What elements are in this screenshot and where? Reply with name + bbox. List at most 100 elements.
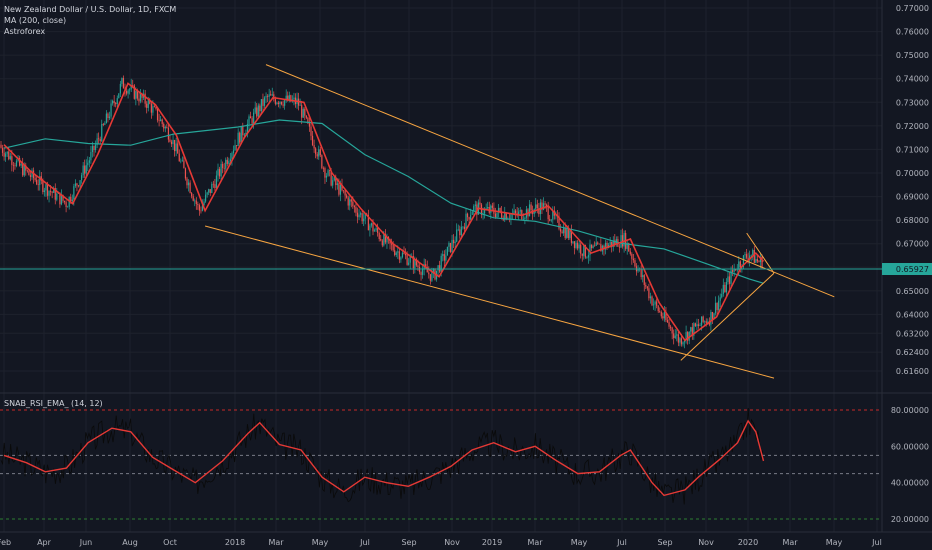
x-tick-label: Feb <box>0 538 11 547</box>
candle-body <box>739 261 741 268</box>
candle-body <box>232 150 235 154</box>
candle-body <box>381 240 383 246</box>
candle-body <box>48 190 50 196</box>
candle-body <box>5 153 7 157</box>
candle-body <box>594 245 596 247</box>
candle-body <box>466 213 469 218</box>
candle-body <box>432 269 435 273</box>
rsi-ema-line[interactable] <box>3 419 765 497</box>
candle-body <box>569 230 571 238</box>
candle-body <box>3 152 5 157</box>
candle-body <box>122 78 125 89</box>
rsi-tick-label: 80.00000 <box>891 406 929 415</box>
candle-body <box>43 190 45 192</box>
candle-body <box>254 107 256 113</box>
candle-body <box>367 214 369 231</box>
candle-body <box>693 323 695 336</box>
rsi-pane <box>0 407 882 520</box>
candle-body <box>342 190 345 192</box>
candle-body <box>691 327 693 336</box>
candle-body <box>677 334 679 343</box>
candle-body <box>187 182 190 186</box>
candle-body <box>56 193 58 200</box>
lower-channel-line[interactable] <box>204 225 775 379</box>
candle-body <box>401 252 404 258</box>
candle-body <box>84 165 86 174</box>
candle-body <box>629 251 631 254</box>
candle-body <box>496 212 498 218</box>
candle-body <box>349 199 351 206</box>
candle-body <box>747 257 749 261</box>
candle-body <box>70 196 72 202</box>
script-legend[interactable]: Astroforex <box>4 27 46 36</box>
candle-body <box>755 259 757 263</box>
candle-body <box>6 151 8 154</box>
rsi-legend-title[interactable]: SNAB_RSI_EMA_ (14, 12) <box>4 399 103 408</box>
candle-body <box>220 163 222 177</box>
candle-body <box>463 226 466 230</box>
candle-body <box>313 145 315 149</box>
candle-body <box>673 333 675 339</box>
ema-line[interactable] <box>3 82 765 342</box>
candle-body <box>175 143 177 152</box>
candle-body <box>234 145 236 151</box>
candle-body <box>322 168 324 169</box>
candle-body <box>513 210 515 214</box>
candle-body <box>163 123 165 129</box>
candle-body <box>256 107 258 117</box>
candle-body <box>418 266 421 273</box>
rsi-tick-label: 20.00000 <box>891 515 929 524</box>
candle-body <box>460 226 462 236</box>
candle-body <box>260 99 262 112</box>
candle-body <box>237 132 239 147</box>
x-tick-label: Nov <box>698 538 714 547</box>
candle-body <box>634 260 636 267</box>
triangle-top-line[interactable] <box>746 232 775 274</box>
candle-body <box>535 204 537 210</box>
candle-body <box>431 272 433 281</box>
x-tick-label: 2018 <box>225 538 245 547</box>
candle-body <box>632 258 634 261</box>
candle-body <box>725 281 727 293</box>
candle-body <box>628 243 630 252</box>
candle-body <box>94 144 97 151</box>
candle-body <box>155 106 157 109</box>
candle-body <box>110 103 112 117</box>
candle-body <box>211 183 213 193</box>
candle-body <box>129 89 131 91</box>
x-tick-label: Mar <box>782 538 798 547</box>
candle-body <box>690 327 692 332</box>
candle-body <box>65 202 67 208</box>
candle-body <box>702 316 704 322</box>
candle-body <box>135 91 137 99</box>
rsi-tick-label: 40.00000 <box>891 479 929 488</box>
ma200-line[interactable] <box>3 119 764 284</box>
candle-body <box>50 190 52 192</box>
candle-body <box>115 103 117 105</box>
symbol-title[interactable]: New Zealand Dollar / U.S. Dollar, 1D, FX… <box>4 5 177 14</box>
candle-body <box>307 117 309 124</box>
candle-body <box>572 241 574 243</box>
candle-body <box>487 206 489 209</box>
candle-body <box>663 312 665 319</box>
candle-body <box>621 235 624 247</box>
upper-channel-line[interactable] <box>265 64 835 298</box>
candle-body <box>437 265 439 271</box>
candle-body <box>414 259 416 269</box>
candle-body <box>728 276 731 284</box>
ma-legend[interactable]: MA (200, close) <box>4 16 67 25</box>
candle-body <box>28 171 30 176</box>
candle-body <box>301 105 303 118</box>
candle-body <box>249 116 252 119</box>
candle-body <box>570 230 572 243</box>
candle-body <box>538 208 540 215</box>
triangle-bottom-line[interactable] <box>680 272 775 361</box>
candle-body <box>592 245 594 249</box>
x-tick-label: Mar <box>268 538 284 547</box>
candle-body <box>383 233 385 246</box>
candle-body <box>146 103 148 108</box>
candle-body <box>341 184 343 191</box>
candle-body <box>643 275 645 285</box>
candle-body <box>733 268 735 272</box>
